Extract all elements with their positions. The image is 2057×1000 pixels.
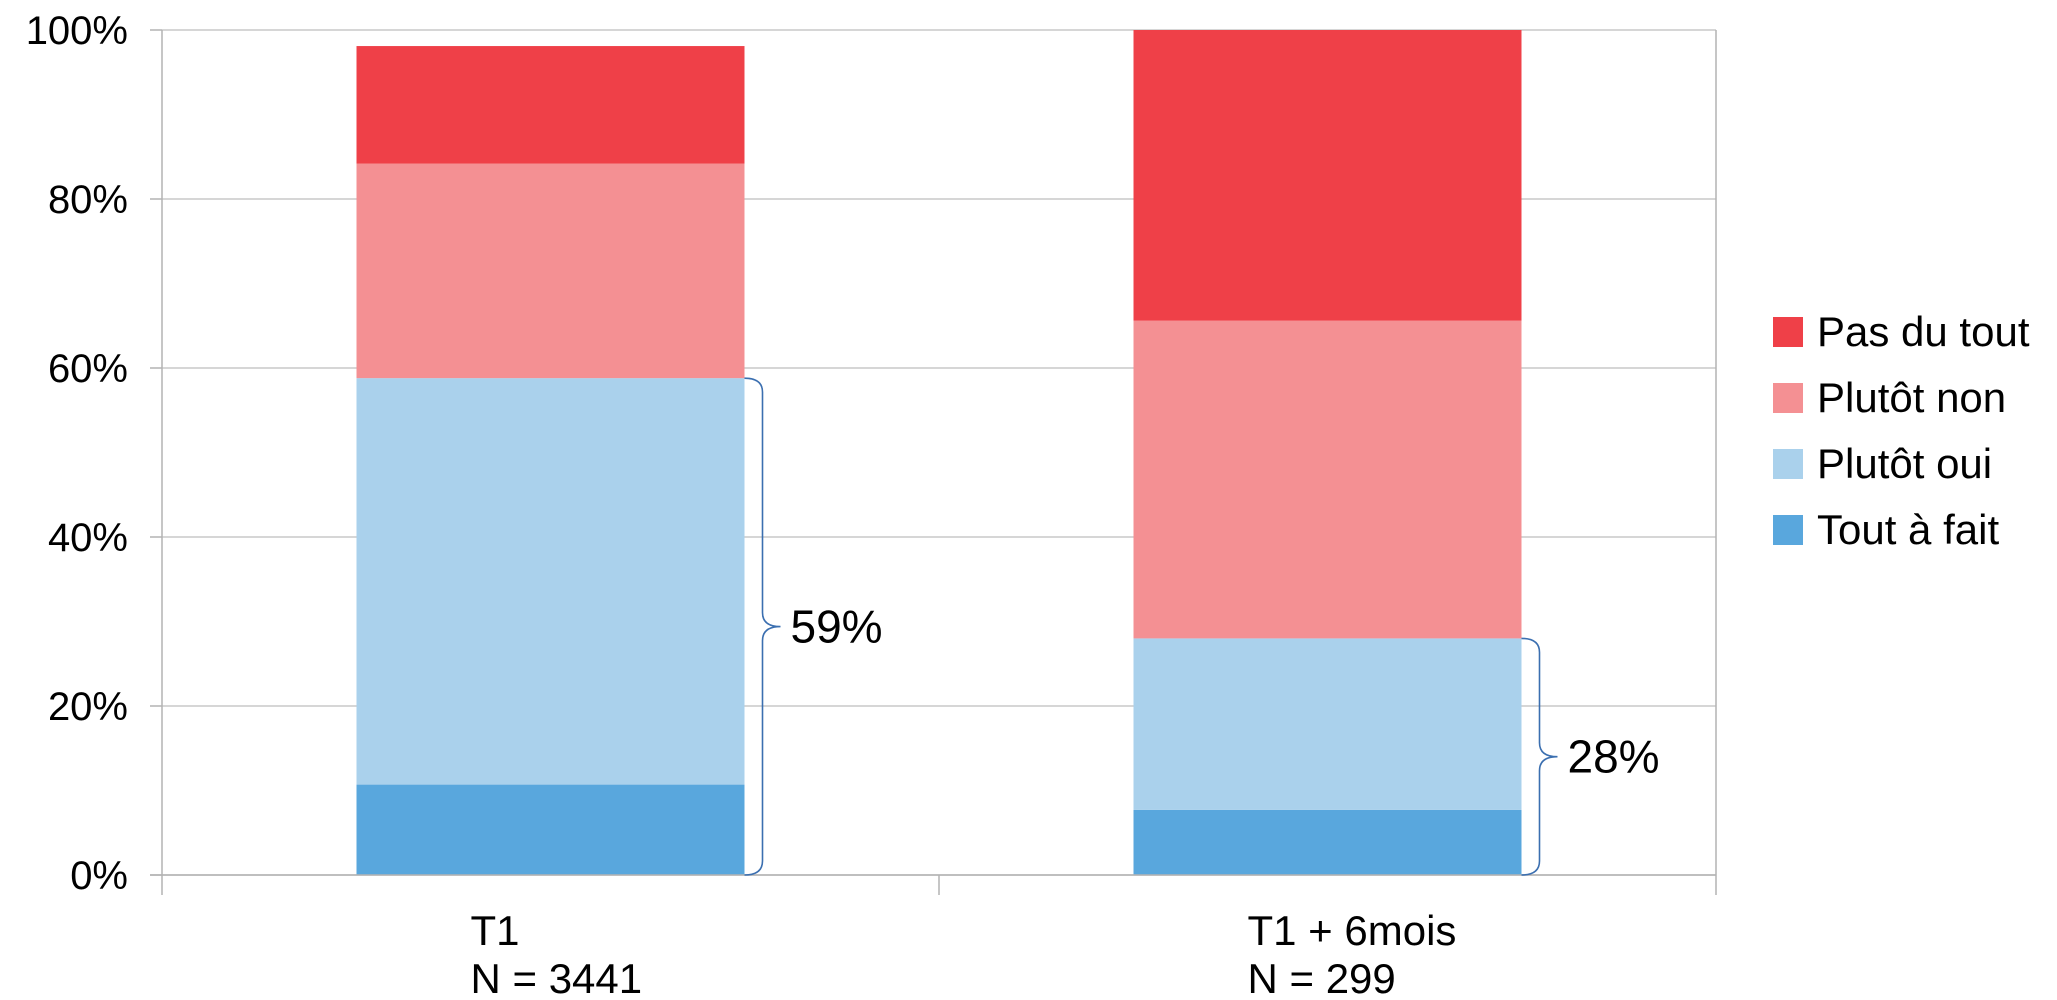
axes: [150, 29, 1717, 895]
y-tick-label: 20%: [48, 685, 128, 729]
legend-swatch: [1773, 449, 1803, 479]
bracket-label: 59%: [791, 601, 883, 653]
y-tick-label: 100%: [26, 9, 128, 53]
legend-label: Tout à fait: [1817, 506, 1999, 553]
legend: Pas du tout Plutôt non Plutôt oui Tout à fa…: [1773, 308, 2030, 553]
bracket: [1521, 637, 1558, 876]
y-tick-label: 0%: [70, 854, 128, 898]
annotations: 59% 28%: [744, 377, 1660, 876]
legend-swatch: [1773, 515, 1803, 545]
x-category-sublabel: N = 299: [1248, 955, 1396, 1000]
bars: [356, 30, 1522, 875]
legend-label: Plutôt oui: [1817, 440, 1992, 487]
legend-label: Plutôt non: [1817, 374, 2006, 421]
x-category-sublabel: N = 3441: [471, 955, 643, 1000]
bar-segment: [1133, 320, 1522, 639]
legend-swatch: [1773, 383, 1803, 413]
bracket: [744, 377, 781, 876]
y-tick-label: 60%: [48, 347, 128, 391]
bar-segment: [356, 46, 745, 164]
bar-segment: [1133, 809, 1522, 875]
y-tick-label: 80%: [48, 178, 128, 222]
bar-segment: [1133, 30, 1522, 321]
x-category-label: T1 + 6mois: [1248, 907, 1457, 954]
bar-segment: [356, 163, 745, 379]
x-category-label: T1: [471, 907, 520, 954]
bar-segment: [1133, 638, 1522, 810]
legend-swatch: [1773, 317, 1803, 347]
bar-segment: [356, 378, 745, 785]
bar-segment: [356, 784, 745, 875]
y-axis-ticks: 0% 20% 40% 60% 80% 100%: [26, 9, 128, 898]
bracket-label: 28%: [1568, 731, 1660, 783]
legend-label: Pas du tout: [1817, 308, 2030, 355]
y-tick-label: 40%: [48, 516, 128, 560]
